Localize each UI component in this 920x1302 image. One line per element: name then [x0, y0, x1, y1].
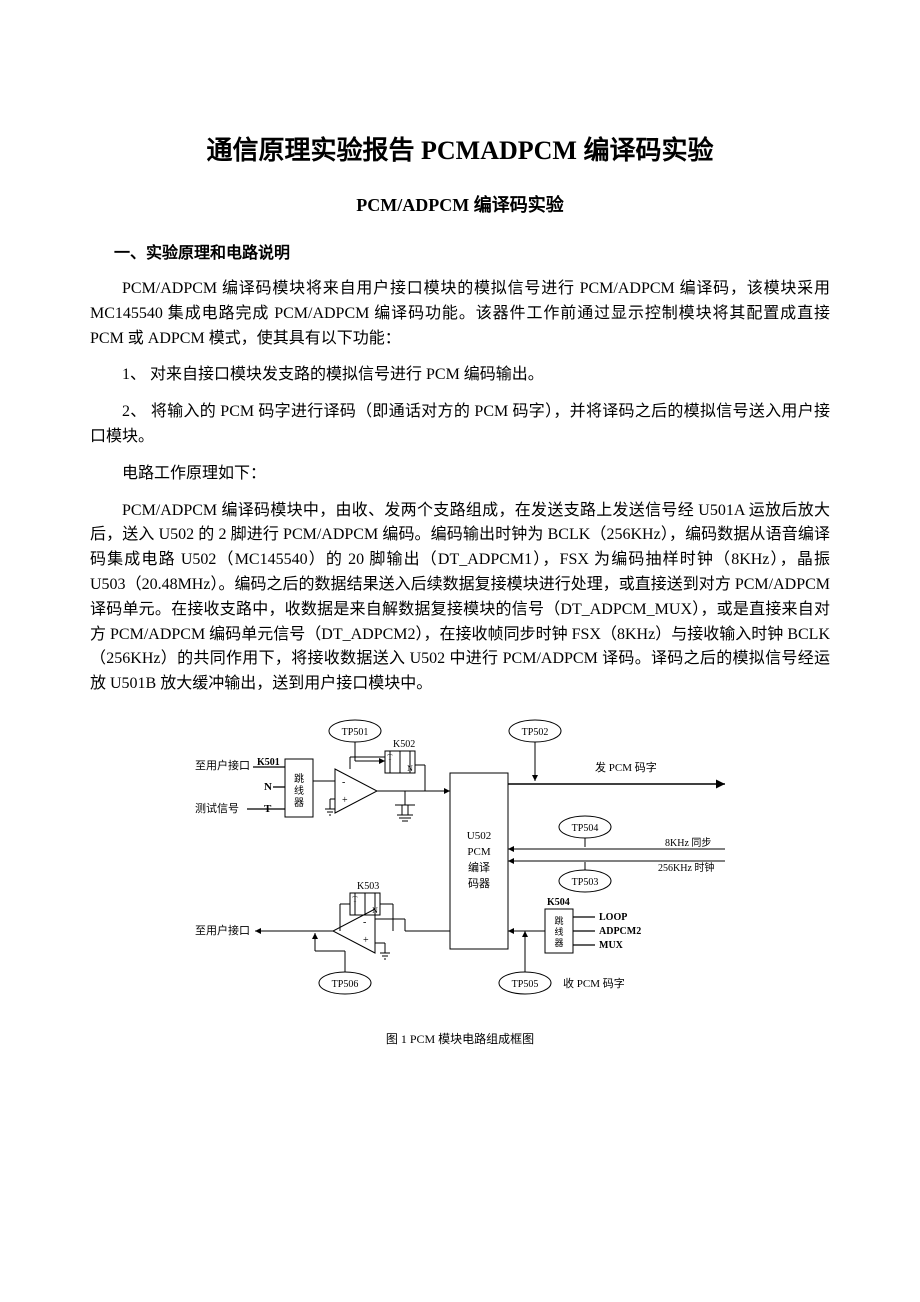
paragraph: PCM/ADPCM 编译码模块将来自用户接口模块的模拟信号进行 PCM/ADPC…	[90, 277, 830, 351]
k502-label: K502	[393, 739, 415, 750]
mux-label: MUX	[599, 940, 624, 951]
u502-l1: U502	[467, 830, 491, 842]
recv-pcm-label: 收 PCM 码字	[563, 976, 625, 990]
clk256k-label: 256KHz 时钟	[658, 861, 714, 874]
diagram-caption: 图 1 PCM 模块电路组成框图	[185, 1030, 735, 1047]
jumper-1b: 线	[294, 784, 304, 797]
k503-label: K503	[357, 881, 379, 892]
block-diagram: TP501 至用户接口 K501 N 测试信号 T 跳 线 器 - + K502	[185, 709, 735, 1019]
adpcm2-label: ADPCM2	[599, 926, 641, 937]
tp503-label: TP503	[572, 877, 599, 888]
tp504-label: TP504	[572, 823, 599, 834]
paragraph: PCM/ADPCM 编译码模块中，由收、发两个支路组成，在发送支路上发送信号经 …	[90, 499, 830, 697]
paragraph: 电路工作原理如下：	[90, 462, 830, 487]
k502-n: N	[407, 764, 413, 773]
diagram-container: TP501 至用户接口 K501 N 测试信号 T 跳 线 器 - + K502	[185, 709, 735, 1047]
opamp2-minus: -	[363, 917, 366, 928]
u502-l4: 码器	[468, 877, 490, 890]
jumper-2a: 跳	[554, 915, 563, 926]
paragraph: 2、 将输入的 PCM 码字进行译码（即通话对方的 PCM 码字），并将译码之后…	[90, 400, 830, 450]
tp506-label: TP506	[332, 979, 359, 990]
opamp-plus: +	[342, 795, 348, 806]
tp502-label: TP502	[522, 727, 549, 738]
jumper-2c: 器	[554, 938, 563, 948]
to-user-2-label: 至用户接口	[195, 923, 250, 937]
loop-label: LOOP	[599, 912, 627, 923]
k501-label: K501	[257, 757, 280, 768]
k504-label: K504	[547, 897, 570, 908]
jumper-2b: 线	[554, 926, 563, 937]
u502-l2: PCM	[467, 846, 490, 858]
section-heading: 一、实验原理和电路说明	[90, 239, 830, 263]
n-label: N	[264, 781, 272, 793]
sync8k-label: 8KHz 同步	[665, 837, 711, 849]
opamp-minus: -	[342, 777, 345, 788]
page-subtitle: PCM/ADPCM 编译码实验	[90, 191, 830, 217]
k503-t: T	[353, 895, 358, 904]
test-sig-label: 测试信号	[195, 802, 239, 815]
tp501-label: TP501	[342, 727, 369, 738]
u502-l3: 编译	[468, 860, 490, 874]
k502-t: T	[388, 753, 393, 762]
tp505-label: TP505	[512, 979, 539, 990]
opamp2-plus: +	[363, 935, 369, 946]
paragraph: 1、 对来自接口模块发支路的模拟信号进行 PCM 编码输出。	[90, 363, 830, 388]
to-user-1-label: 至用户接口	[195, 758, 250, 772]
jumper-1: 跳	[294, 772, 304, 785]
jumper-1c: 器	[294, 797, 304, 809]
page-title: 通信原理实验报告 PCMADPCM 编译码实验	[90, 130, 830, 167]
send-pcm-label: 发 PCM 码字	[595, 760, 657, 774]
